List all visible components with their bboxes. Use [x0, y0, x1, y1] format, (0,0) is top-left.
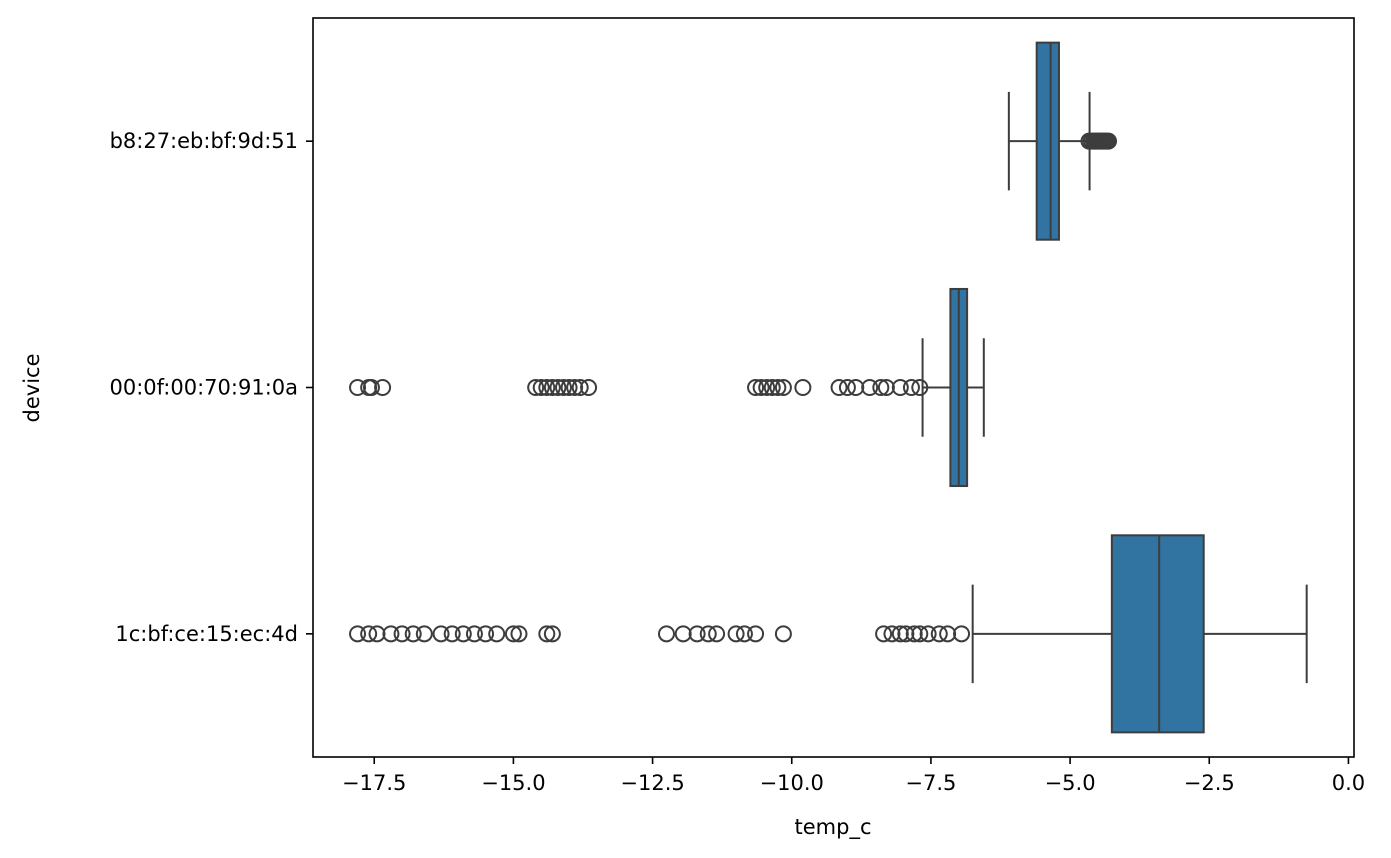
box-group-0 — [1007, 41, 1118, 241]
outlier-point — [360, 625, 378, 643]
outlier-point — [919, 625, 937, 643]
outlier-point — [349, 625, 367, 643]
outlier-point — [504, 625, 522, 643]
x-tick-label: −5.0 — [1045, 771, 1096, 795]
outlier-point — [953, 625, 971, 643]
outlier-point — [538, 379, 556, 396]
outlier-point — [727, 625, 745, 643]
outlier-point — [443, 625, 461, 643]
outlier-point — [911, 625, 929, 643]
outlier-point — [566, 379, 584, 396]
outlier-point — [774, 379, 792, 396]
x-axis-label: temp_c — [795, 815, 872, 840]
outlier-point — [382, 625, 400, 643]
outlier-point — [393, 625, 411, 643]
outlier-point — [883, 625, 901, 643]
outlier-point — [905, 625, 923, 643]
x-tick-label: −17.5 — [342, 771, 406, 795]
outlier-point — [930, 625, 948, 643]
y-axis: b8:27:eb:bf:9d:51 00:0f:00:70:91:0a 1c:bf:… — [110, 129, 313, 646]
outlier-point — [830, 379, 848, 396]
y-tick-label: 00:0f:00:70:91:0a — [110, 376, 299, 400]
iqr-box — [1035, 41, 1060, 241]
outlier-point — [847, 379, 865, 396]
outlier-point — [747, 625, 765, 643]
outlier-point — [891, 379, 909, 396]
outlier-point — [763, 379, 781, 396]
outlier-point — [861, 379, 879, 396]
outlier-point — [838, 379, 856, 396]
outlier-point — [939, 625, 957, 643]
outlier-point — [465, 625, 483, 643]
outlier-point — [549, 379, 567, 396]
x-tick-label: 0.0 — [1332, 771, 1365, 795]
outlier-point — [877, 379, 895, 396]
y-tick-label: b8:27:eb:bf:9d:51 — [110, 129, 298, 153]
outlier-point — [527, 379, 545, 396]
outlier-point — [349, 379, 367, 396]
outlier-point — [532, 379, 550, 396]
outlier-point — [543, 379, 561, 396]
outlier-point — [774, 625, 792, 643]
x-tick-label: −7.5 — [905, 771, 956, 795]
box-group-2 — [349, 534, 1308, 734]
iqr-box — [1110, 534, 1205, 734]
outlier-point — [571, 379, 589, 396]
y-tick-label: 1c:bf:ce:15:ec:4d — [115, 622, 298, 646]
outlier-point — [747, 379, 765, 396]
outlier-point — [911, 379, 929, 396]
outlier-point — [543, 625, 561, 643]
x-tick-label: −15.0 — [481, 771, 545, 795]
outlier-point — [735, 625, 753, 643]
outlier-point — [580, 379, 598, 396]
outlier-point — [374, 379, 392, 396]
outlier-point — [404, 625, 422, 643]
outlier-point — [477, 625, 495, 643]
outlier-point — [538, 625, 556, 643]
x-tick-label: −12.5 — [620, 771, 684, 795]
outlier-point — [510, 625, 528, 643]
outlier-point — [368, 625, 386, 643]
outlier-point — [555, 379, 573, 396]
outlier-point — [891, 625, 909, 643]
outlier-point — [362, 379, 380, 396]
outlier-point — [488, 625, 506, 643]
y-axis-label: device — [20, 354, 44, 423]
x-tick-label: −10.0 — [760, 771, 824, 795]
outlier-point — [752, 379, 770, 396]
outlier-point — [872, 379, 890, 396]
outlier-point — [454, 625, 472, 643]
outlier-point — [432, 625, 450, 643]
outlier-point — [560, 379, 578, 396]
outlier-point — [657, 625, 675, 643]
outlier-point — [758, 379, 776, 396]
outlier-point — [769, 379, 787, 396]
x-axis: −17.5 −15.0 −12.5 −10.0 −7.5 −5.0 −2.5 0.0 — [342, 757, 1365, 795]
outlier-point — [875, 625, 893, 643]
outlier-point — [708, 625, 726, 643]
outlier-point — [902, 379, 920, 396]
plot-layer — [349, 41, 1308, 734]
outlier-point — [415, 625, 433, 643]
outlier-point — [897, 625, 915, 643]
outlier-point — [699, 625, 717, 643]
outlier-point — [794, 379, 812, 396]
x-tick-label: −2.5 — [1184, 771, 1235, 795]
box-group-1 — [349, 287, 985, 488]
outlier-point — [688, 625, 706, 643]
outlier-point — [1100, 132, 1118, 150]
outlier-point — [674, 625, 692, 643]
